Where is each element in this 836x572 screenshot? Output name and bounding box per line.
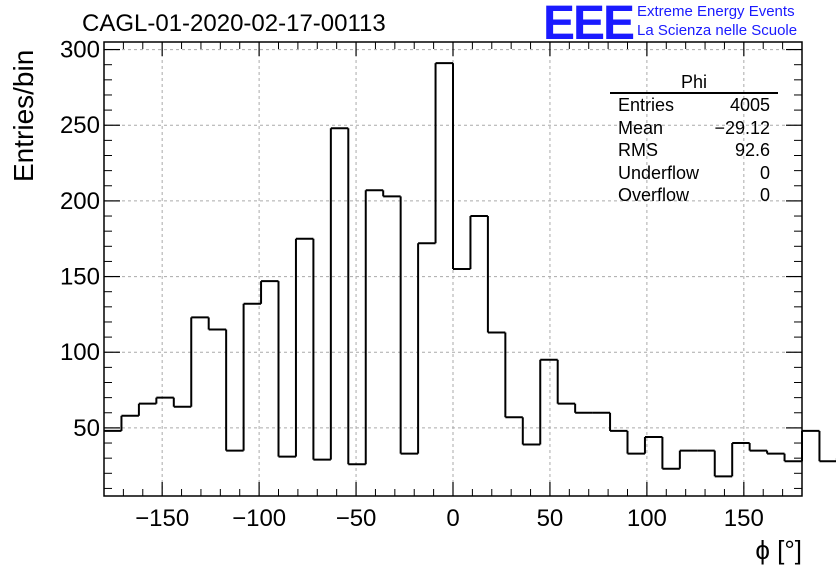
x-tick-label: 0 [446, 505, 459, 532]
y-tick-label: 150 [60, 264, 100, 291]
stats-label: Underflow [618, 162, 700, 183]
stats-label: Overflow [618, 185, 690, 205]
x-axis-label: ϕ [°] [755, 535, 802, 565]
stats-value: 4005 [729, 95, 770, 115]
x-tick-label: −50 [336, 505, 377, 532]
y-tick-label: 100 [60, 339, 100, 366]
stats-row-mean: Mean −29.12 [610, 117, 778, 140]
plot-title: CAGL-01-2020-02-17-00113 [82, 10, 386, 37]
histogram-series [104, 62, 836, 478]
logo-line-1: Extreme Energy Events [637, 3, 795, 20]
eee-logo: EEE [543, 0, 635, 50]
stats-value: 0 [759, 162, 770, 183]
stats-label: RMS [618, 140, 658, 160]
y-tick-label: 250 [60, 112, 100, 139]
stats-box: Phi Entries 4005 Mean −29.12 RMS 92.6 Un… [610, 72, 778, 207]
stats-row-underflow: Underflow 0 [610, 162, 778, 185]
y-tick-label: 200 [60, 188, 100, 215]
x-tick-label: −150 [135, 505, 189, 532]
stats-label: Mean [618, 117, 664, 138]
stats-row-rms: RMS 92.6 [610, 139, 778, 162]
stats-value: 92.6 [734, 140, 770, 160]
stats-title: Phi [610, 72, 778, 94]
stats-value: 0 [759, 185, 770, 205]
y-tick-label: 50 [73, 415, 100, 442]
x-tick-label: 100 [627, 505, 667, 532]
y-axis-label: Entries/bin [8, 49, 39, 182]
stats-value: −29.12 [714, 117, 770, 138]
stats-row-overflow: Overflow 0 [610, 184, 778, 207]
y-tick-label: 300 [60, 37, 100, 64]
stats-label: Entries [618, 95, 675, 115]
x-tick-label: −100 [232, 505, 286, 532]
stats-row-entries: Entries 4005 [610, 94, 778, 117]
x-tick-label: 150 [724, 505, 764, 532]
x-tick-label: 50 [537, 505, 564, 532]
axes: −150 −100 −50 0 50 100 150 50 100 150 200 250 300 [60, 37, 803, 532]
logo-line-2: La Scienza nelle Scuole [637, 22, 798, 39]
